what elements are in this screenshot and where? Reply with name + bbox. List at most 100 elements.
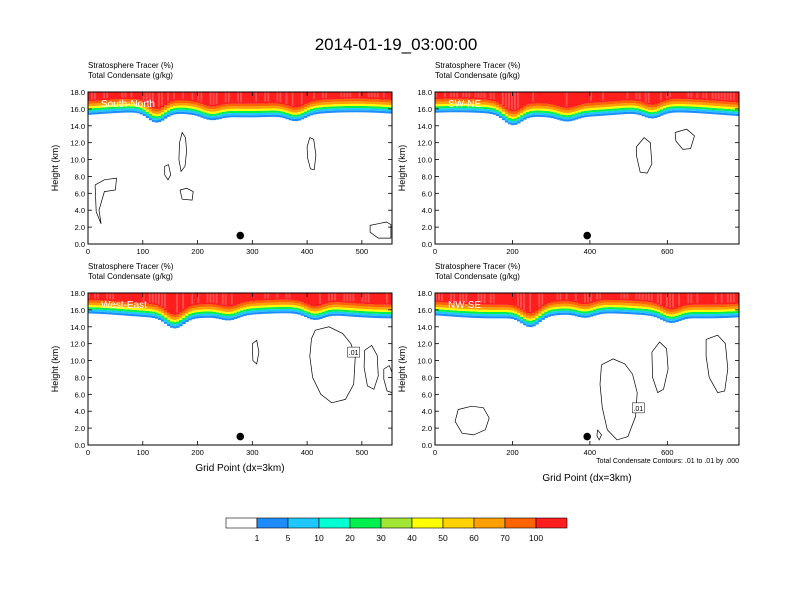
tracer-cell [170,319,174,322]
tracer-cell [593,293,597,303]
tracer-cell [726,101,731,105]
tracer-cell [632,310,637,313]
tracer-cell [373,309,378,312]
tracer-cell [176,100,180,104]
tracer-streak [559,293,562,300]
tracer-cell [373,293,378,305]
tracer-cell [288,109,293,112]
contour-label-box [347,346,360,358]
tracer-cell [188,306,192,310]
tracer-cell [112,111,116,114]
tracer-cell [501,309,506,312]
x-tick-label: 200 [506,448,519,457]
tracer-cell [629,305,633,308]
tracer-cell [328,305,332,308]
tracer-cell [160,112,165,115]
tracer-cell [157,111,162,114]
tracer-cell [355,108,359,111]
tracer-cell [492,112,497,115]
tracer-cell [236,293,241,305]
tracer-streak [650,293,653,302]
tracer-cell [261,293,265,301]
tracer-cell [483,102,488,105]
tracer-cell [151,115,156,118]
tracer-cell [544,106,548,109]
tracer-cell [312,293,317,307]
tracer-streak [173,92,175,100]
tracer-cell [729,113,734,116]
tracer-cell [538,315,542,318]
tracer-cell [568,117,573,120]
tracer-cell [270,309,274,312]
tracer-cell [675,308,679,312]
tracer-streak [517,92,519,109]
tracer-cell [526,111,530,115]
tracer-cell [495,102,500,106]
tracer-cell [638,303,643,307]
tracer-cell [236,113,241,116]
tracer-cell [644,111,649,114]
tracer-cell [720,106,725,109]
tracer-cell [663,319,667,322]
tracer-cell [297,303,302,307]
tracer-cell [623,100,627,104]
tracer-cell [331,101,335,105]
tracer-cell [179,322,183,325]
tracer-cell [507,113,512,116]
tracer-cell [708,311,713,315]
tracer-cell [650,116,655,119]
tracer-cell [583,115,588,118]
tracer-cell [547,109,551,112]
tracer-cell [118,104,122,107]
tracer-cell [328,110,332,113]
tracer-cell [334,110,338,113]
tracer-cell [97,107,101,110]
tracer-cell [614,302,618,306]
y-tick-label: 12.0 [70,340,85,349]
tracer-cell [142,312,147,315]
tracer-cell [364,92,369,99]
tracer-cell [626,309,630,312]
y-tick-label: 0.0 [75,240,85,249]
tracer-cell [495,312,500,315]
y-tick-label: 6.0 [75,189,85,198]
tracer-cell [675,92,679,99]
tracer-cell [249,310,253,313]
tracer-cell [185,293,189,309]
tracer-cell [303,111,308,114]
tracer-cell [173,314,177,318]
tracer-cell [480,104,485,107]
tracer-cell [693,106,697,109]
tracer-cell [501,293,506,305]
tracer-cell [544,304,548,308]
tracer-cell [583,311,588,314]
x-tick-label: 0 [86,448,90,457]
tracer-cell [568,112,573,115]
tracer-streak [200,92,203,103]
tracer-cell [523,117,527,120]
tracer-cell [136,104,141,108]
tracer-cell [294,300,299,303]
tracer-cell [681,104,685,107]
tracer-cell [188,309,192,312]
tracer-cell [568,114,573,117]
tracer-cell [176,325,180,328]
tracer-cell [447,110,451,113]
tracer-cell [215,316,220,319]
tracer-cell [142,107,147,110]
y-tick-label: 12.0 [417,139,432,148]
tracer-cell [678,104,682,107]
tracer-cell [88,309,92,312]
panel-title-line2: Total Condensate (g/kg) [435,71,520,80]
tracer-cell [139,100,144,104]
tracer-cell [297,112,302,115]
tracer-cell [300,311,305,314]
tracer-cell [568,293,573,302]
tracer-cell [294,110,299,113]
tracer-cell [325,308,329,311]
tracer-cell [349,101,353,104]
tracer-cell [629,109,633,112]
tracer-cell [474,309,478,312]
colorbar-label: 100 [529,533,543,543]
tracer-cell [538,108,542,111]
